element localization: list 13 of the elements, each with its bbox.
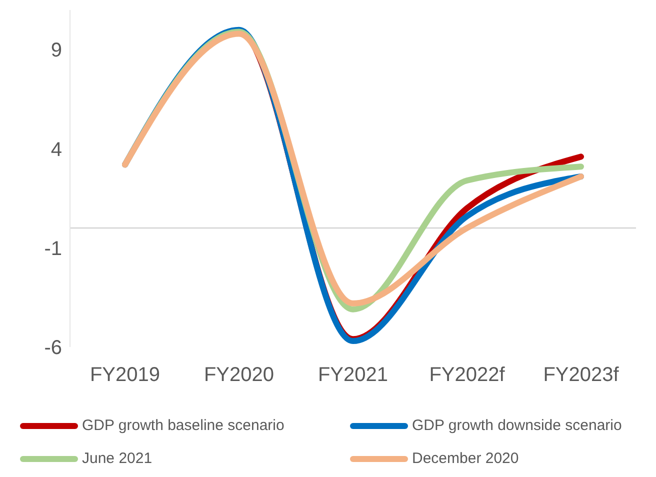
x-tick-label: FY2020 bbox=[204, 364, 274, 386]
legend-label: GDP growth downside scenario bbox=[412, 417, 622, 434]
legend-label: June 2021 bbox=[82, 450, 152, 467]
y-tick-label: -6 bbox=[44, 337, 62, 360]
legend-label: December 2020 bbox=[412, 450, 519, 467]
y-tick-label: 9 bbox=[50, 40, 62, 62]
legend-label: GDP growth baseline scenario bbox=[82, 417, 284, 434]
x-tick-label: FY2019 bbox=[90, 364, 160, 386]
y-tick-label: -1 bbox=[44, 238, 62, 260]
x-tick-label: FY2023f bbox=[543, 364, 620, 386]
x-tick-label: FY2022f bbox=[429, 364, 506, 386]
x-tick-label: FY2021 bbox=[318, 364, 388, 386]
y-tick-label: 4 bbox=[50, 138, 62, 161]
